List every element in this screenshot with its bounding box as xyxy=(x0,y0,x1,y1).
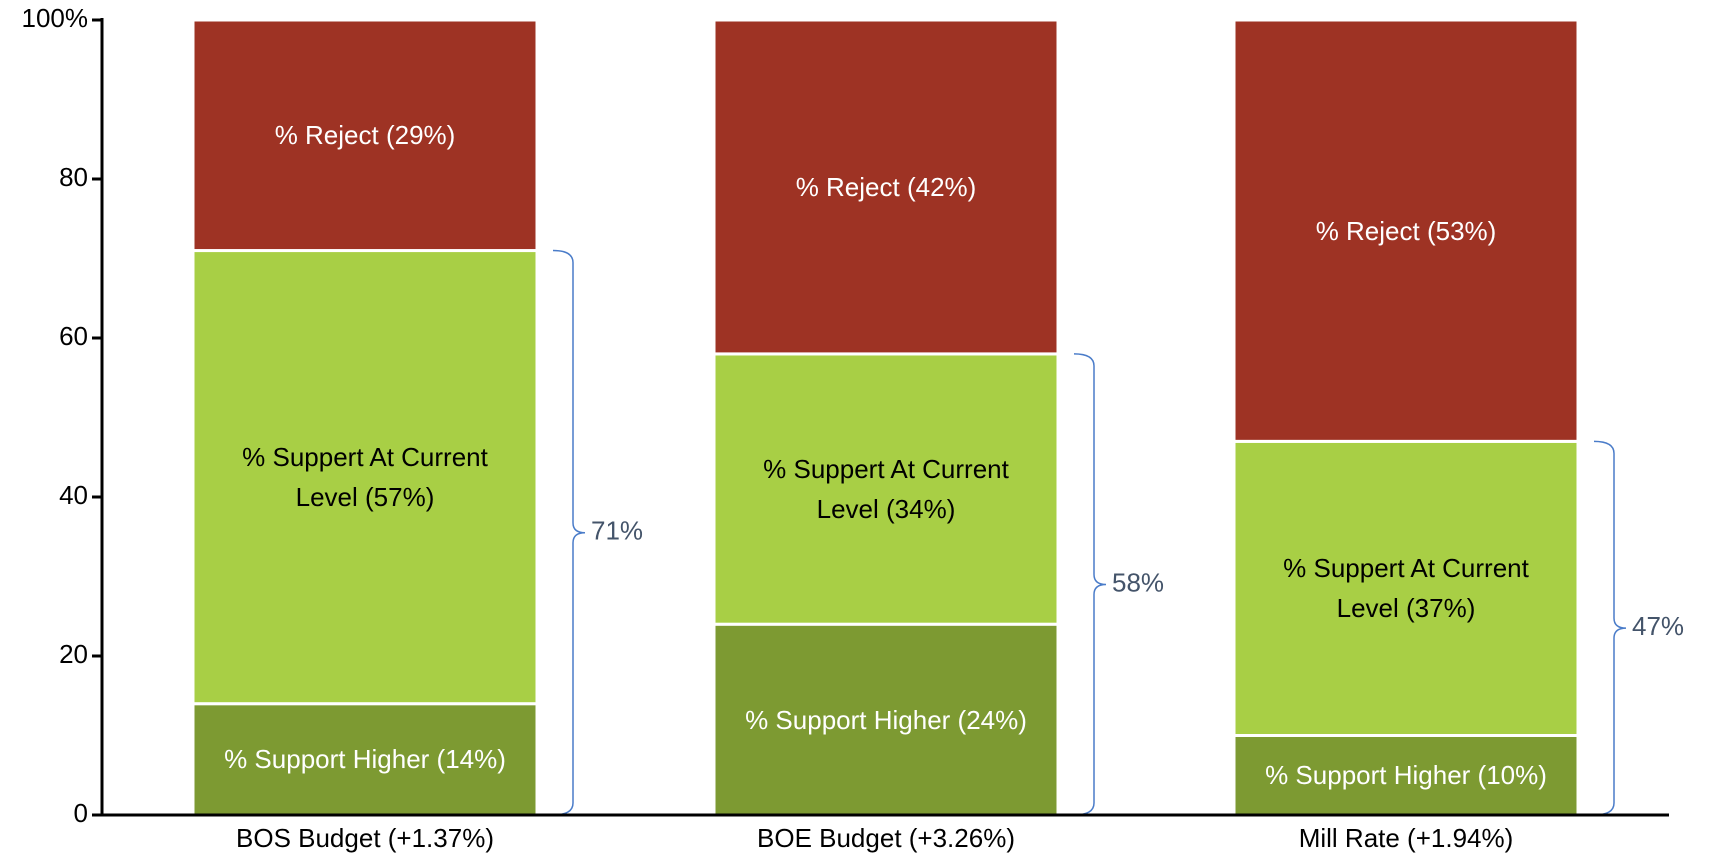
bracket-label: 71% xyxy=(591,516,643,546)
y-tick-label: 80 xyxy=(59,162,88,192)
bracket-label: 47% xyxy=(1632,611,1684,641)
y-tick-label: 20 xyxy=(59,639,88,669)
data-label: % Suppert At Current Level (37%) xyxy=(1283,553,1529,624)
y-tick-label: 60 xyxy=(59,321,88,351)
bracket xyxy=(1593,440,1627,816)
bar-segment xyxy=(1232,18,1580,443)
data-label: % Support Higher (24%) xyxy=(745,704,1027,735)
data-label: % Suppert At Current Level (57%) xyxy=(242,442,488,513)
bar-segment xyxy=(712,18,1060,356)
y-tick-label: 40 xyxy=(59,480,88,510)
data-label: % Reject (42%) xyxy=(795,171,977,202)
x-tick-label: BOS Budget (+1.37%) xyxy=(236,823,494,853)
bracket xyxy=(1073,353,1107,816)
x-tick-label: BOE Budget (+3.26%) xyxy=(757,823,1015,853)
x-tick-label: Mill Rate (+1.94%) xyxy=(1299,823,1514,853)
bar-segment xyxy=(191,702,539,817)
bracket-label: 58% xyxy=(1112,567,1164,597)
data-label: % Support Higher (14%) xyxy=(224,744,506,775)
data-label: % Support Higher (10%) xyxy=(1265,760,1547,791)
bracket xyxy=(552,249,586,816)
bar-segment xyxy=(712,352,1060,626)
bar-segment xyxy=(1232,734,1580,817)
y-tick-label: 0 xyxy=(74,798,88,828)
data-label: % Reject (53%) xyxy=(1315,215,1497,246)
data-label: % Reject (29%) xyxy=(274,120,456,151)
bar-segment xyxy=(712,622,1060,817)
bar-segment xyxy=(191,249,539,706)
y-tick-label: 100% xyxy=(22,3,89,33)
bar-segment xyxy=(191,18,539,253)
data-label: % Suppert At Current Level (34%) xyxy=(763,454,1009,525)
bar-segment xyxy=(1232,439,1580,737)
